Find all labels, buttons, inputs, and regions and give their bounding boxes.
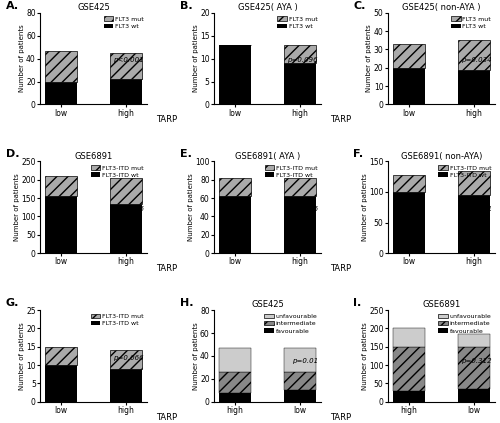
Text: p = 0.021: p = 0.021 <box>456 206 492 212</box>
Bar <box>218 393 251 402</box>
Text: p=0.096: p=0.096 <box>288 58 318 63</box>
X-axis label: TARP: TARP <box>156 115 177 124</box>
Text: A.: A. <box>6 1 19 11</box>
Text: p = 0.856: p = 0.856 <box>283 206 318 212</box>
Bar <box>110 79 142 104</box>
Legend: FLT3-ITD mut, FLT3-ITD wt: FLT3-ITD mut, FLT3-ITD wt <box>90 165 144 179</box>
Title: GSE425: GSE425 <box>78 3 110 12</box>
Legend: FLT3-ITD mut, FLT3-ITD wt: FLT3-ITD mut, FLT3-ITD wt <box>264 165 318 179</box>
Title: GSE6891: GSE6891 <box>74 151 113 161</box>
Legend: FLT3-ITD mut, FLT3-ITD wt: FLT3-ITD mut, FLT3-ITD wt <box>90 313 144 327</box>
Bar <box>284 348 316 372</box>
X-axis label: TARP: TARP <box>156 413 177 422</box>
Legend: FLT3-ITD mut, FLT3-ITD wt: FLT3-ITD mut, FLT3-ITD wt <box>438 165 492 179</box>
X-axis label: TARP: TARP <box>330 264 351 273</box>
Bar <box>284 390 316 402</box>
Bar <box>284 63 316 104</box>
Title: GSE425: GSE425 <box>251 300 284 309</box>
Bar <box>392 347 425 391</box>
Bar <box>392 391 425 402</box>
Text: D.: D. <box>6 149 19 159</box>
Bar <box>458 40 490 70</box>
Y-axis label: Number of patients: Number of patients <box>366 25 372 93</box>
Bar <box>284 178 316 196</box>
Text: I.: I. <box>354 298 362 308</box>
Title: GSE425( non-AYA ): GSE425( non-AYA ) <box>402 3 480 12</box>
Bar <box>392 68 425 104</box>
Bar <box>392 175 425 192</box>
Bar <box>45 365 78 402</box>
Bar <box>45 82 78 104</box>
Bar <box>45 176 78 196</box>
Y-axis label: Number of patients: Number of patients <box>14 173 20 241</box>
Y-axis label: Number of patients: Number of patients <box>362 322 368 390</box>
Text: E.: E. <box>180 149 192 159</box>
Bar <box>218 178 251 196</box>
Title: GSE6891( AYA ): GSE6891( AYA ) <box>235 151 300 161</box>
Bar <box>218 45 251 104</box>
Legend: FLT3 mut, FLT3 wt: FLT3 mut, FLT3 wt <box>277 16 318 30</box>
Y-axis label: Number of patients: Number of patients <box>192 322 198 390</box>
Text: F.: F. <box>354 149 364 159</box>
Text: p=0.034: p=0.034 <box>461 58 492 63</box>
Bar <box>45 347 78 365</box>
Bar <box>458 195 490 253</box>
Text: p=0.312: p=0.312 <box>461 357 492 363</box>
Text: p=0.01: p=0.01 <box>292 357 318 363</box>
X-axis label: TARP: TARP <box>156 264 177 273</box>
Bar <box>45 51 78 82</box>
Text: p = 0.065: p = 0.065 <box>109 206 144 212</box>
Bar <box>110 350 142 369</box>
Y-axis label: Number of patients: Number of patients <box>192 25 198 93</box>
X-axis label: TARP: TARP <box>330 115 351 124</box>
Bar <box>392 44 425 68</box>
Bar <box>458 334 490 347</box>
Legend: unfavourable, intermediate, favourable: unfavourable, intermediate, favourable <box>264 313 318 334</box>
Text: H.: H. <box>180 298 193 308</box>
Y-axis label: Number of patients: Number of patients <box>18 25 24 93</box>
Bar <box>284 45 316 63</box>
Bar <box>284 196 316 253</box>
Text: C.: C. <box>354 1 366 11</box>
Bar <box>110 369 142 402</box>
Legend: FLT3 mut, FLT3 wt: FLT3 mut, FLT3 wt <box>103 16 144 30</box>
Bar <box>458 389 490 402</box>
Y-axis label: Number of patients: Number of patients <box>362 173 368 241</box>
Bar <box>110 53 142 79</box>
Y-axis label: Number of patients: Number of patients <box>188 173 194 241</box>
Legend: unfavourable, intermediate, favourable: unfavourable, intermediate, favourable <box>438 313 492 334</box>
Bar <box>110 178 142 203</box>
Bar <box>392 192 425 253</box>
Bar <box>284 372 316 390</box>
Text: p<0.001: p<0.001 <box>114 58 144 63</box>
Y-axis label: Number of patients: Number of patients <box>19 322 25 390</box>
Bar <box>458 347 490 389</box>
Bar <box>218 348 251 372</box>
Text: G.: G. <box>6 298 19 308</box>
Legend: FLT3 mut, FLT3 wt: FLT3 mut, FLT3 wt <box>450 16 492 30</box>
Text: B.: B. <box>180 1 192 11</box>
Bar <box>458 70 490 104</box>
Title: GSE6891( non-AYA): GSE6891( non-AYA) <box>400 151 482 161</box>
Bar <box>218 372 251 393</box>
Title: GSE425( AYA ): GSE425( AYA ) <box>238 3 298 12</box>
Bar <box>45 196 78 253</box>
Text: p=0.066: p=0.066 <box>114 355 144 361</box>
Bar <box>110 203 142 253</box>
Bar <box>218 196 251 253</box>
X-axis label: TARP: TARP <box>330 413 351 422</box>
Title: GSE6891: GSE6891 <box>422 300 461 309</box>
Bar <box>392 328 425 347</box>
Bar <box>458 170 490 195</box>
